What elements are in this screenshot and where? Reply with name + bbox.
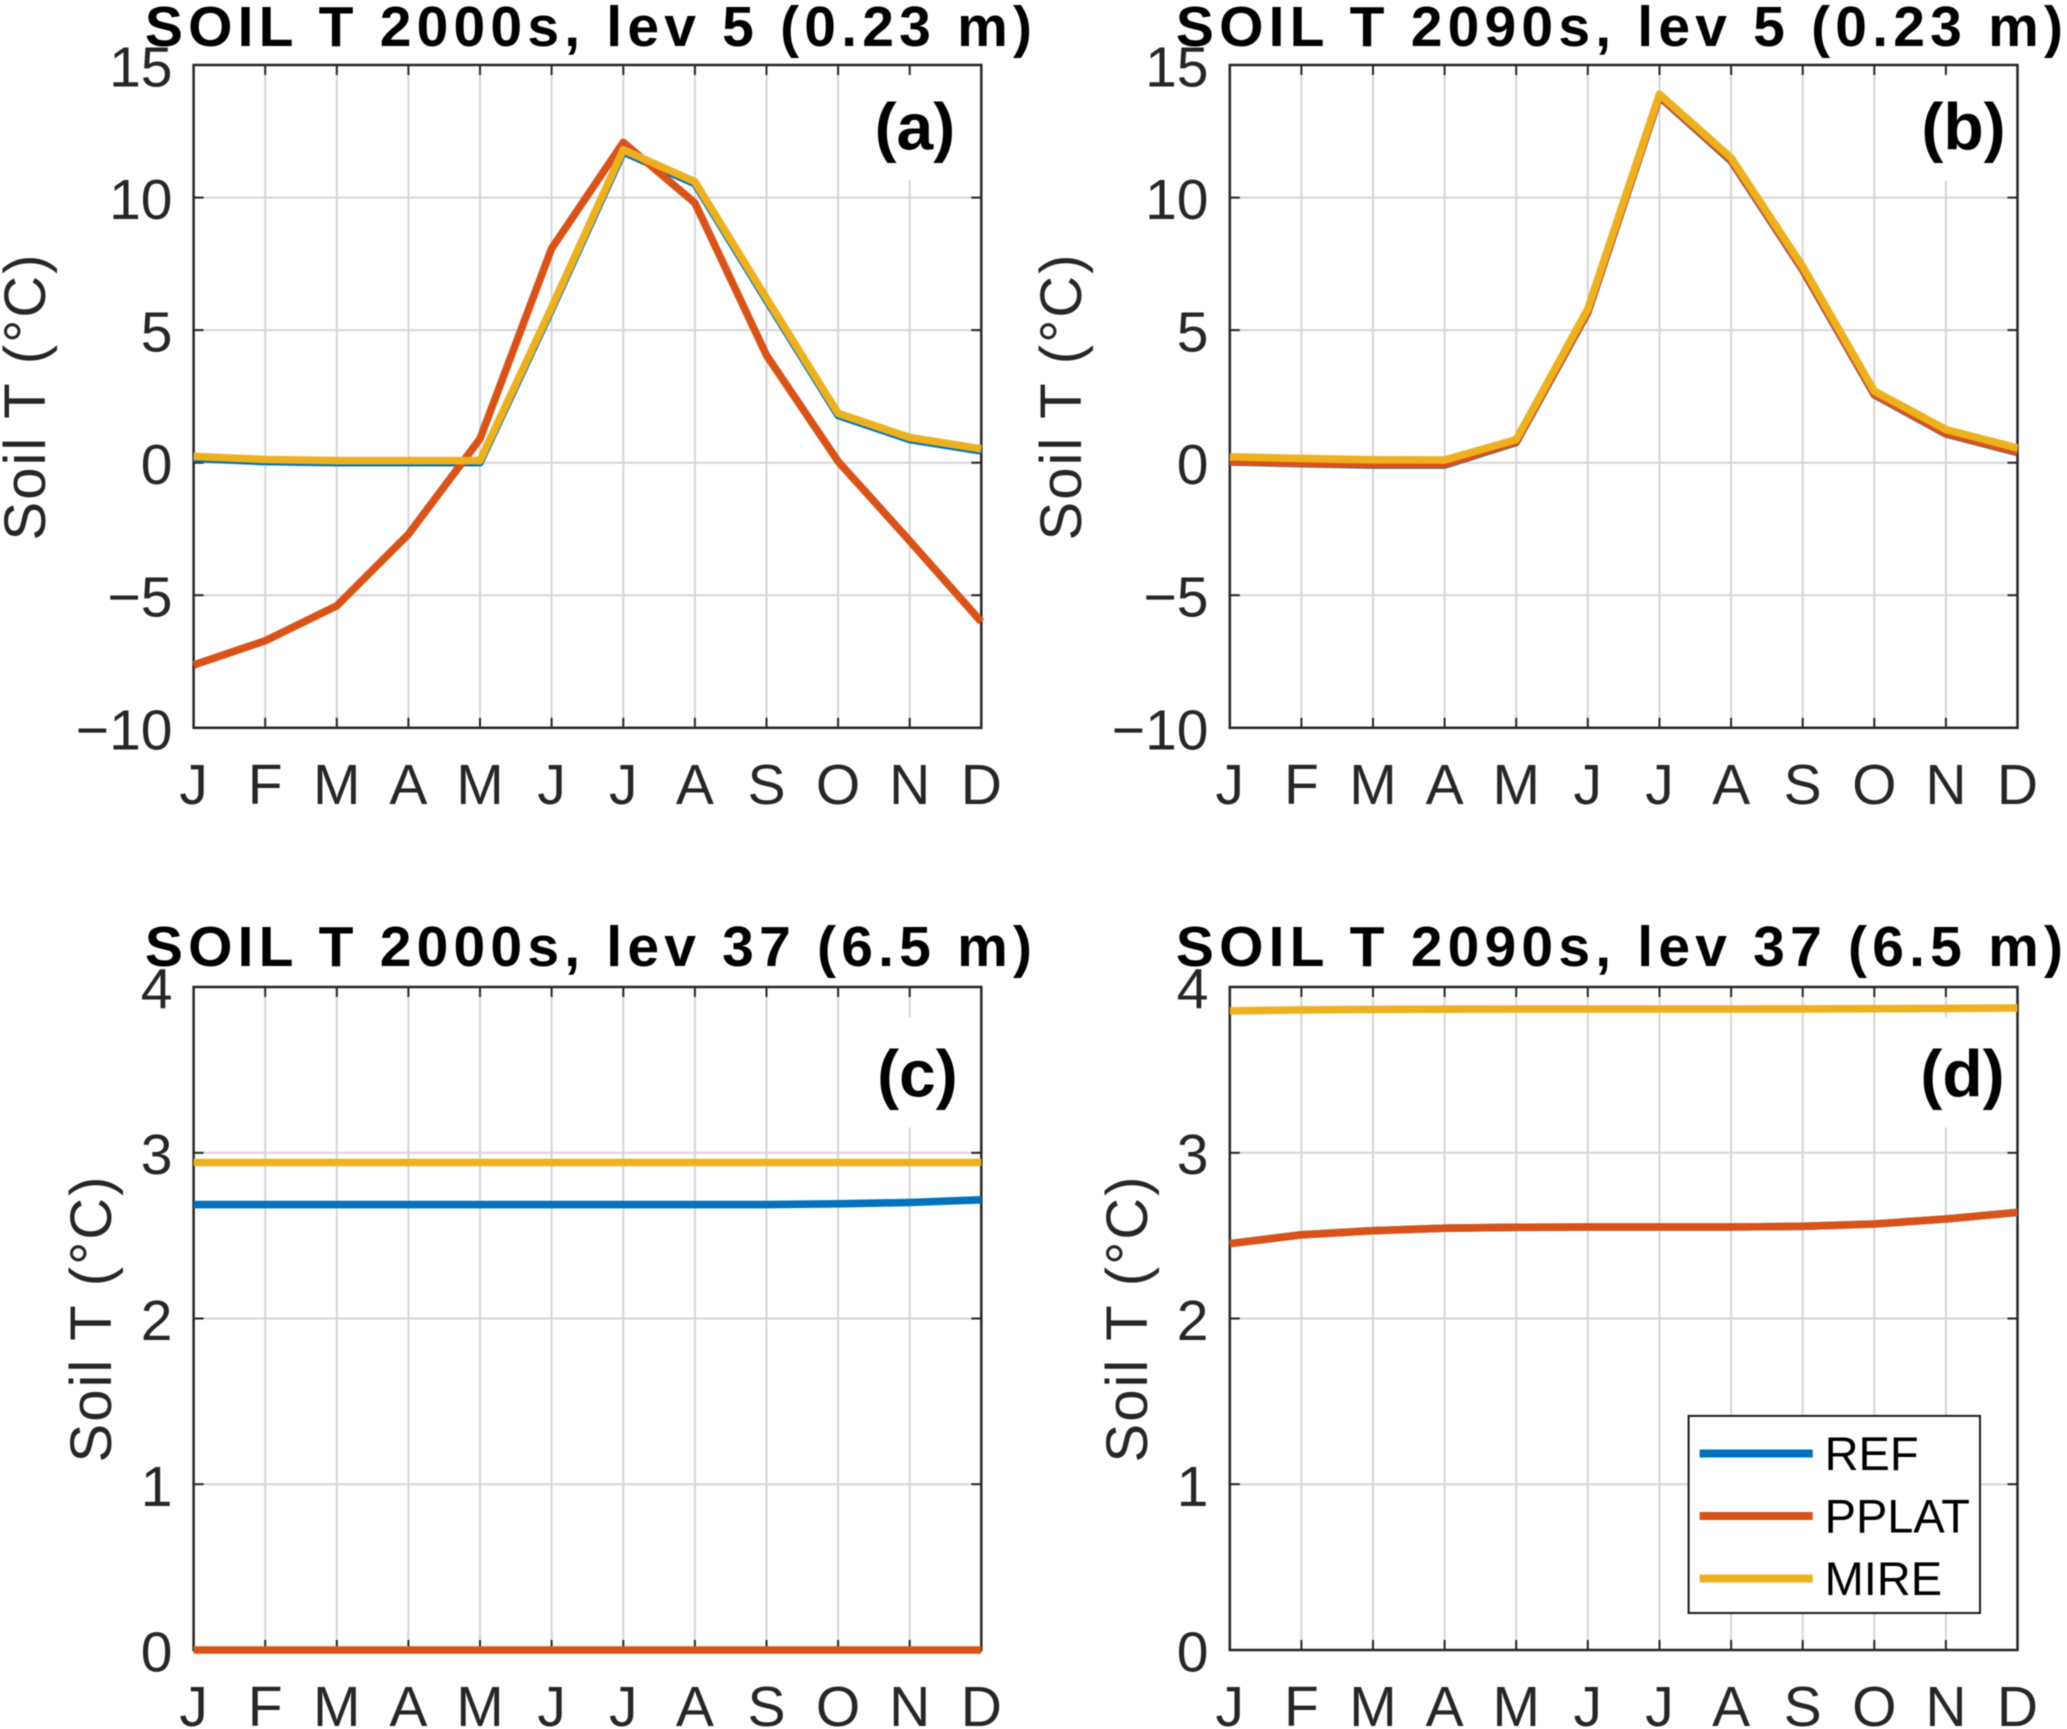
svg-text:10: 10 <box>1145 168 1208 232</box>
svg-text:M: M <box>1492 1675 1539 1729</box>
svg-text:J: J <box>179 1675 208 1729</box>
svg-text:Soil T (°C): Soil T (°C) <box>59 1175 124 1463</box>
svg-text:J: J <box>1216 1675 1245 1729</box>
svg-text:D: D <box>961 1675 1002 1729</box>
svg-text:J: J <box>1574 1675 1603 1729</box>
svg-text:Soil T (°C): Soil T (°C) <box>1095 1175 1160 1463</box>
svg-text:A: A <box>1426 1675 1464 1729</box>
svg-text:F: F <box>248 753 283 817</box>
svg-text:S: S <box>747 753 785 817</box>
svg-text:J: J <box>537 753 566 817</box>
svg-text:N: N <box>1925 753 1966 817</box>
svg-text:Soil T (°C): Soil T (°C) <box>0 253 58 541</box>
svg-text:0: 0 <box>141 433 173 497</box>
svg-text:M: M <box>1349 1675 1396 1729</box>
svg-text:J: J <box>1645 1675 1674 1729</box>
svg-text:SOIL T 2000s, lev 37 (6.5 m): SOIL T 2000s, lev 37 (6.5 m) <box>145 915 1037 979</box>
svg-text:S: S <box>747 1675 785 1729</box>
svg-text:M: M <box>1349 753 1396 817</box>
svg-text:J: J <box>1645 753 1674 817</box>
svg-text:J: J <box>1216 753 1245 817</box>
svg-text:−10: −10 <box>1112 698 1209 762</box>
svg-text:(d): (d) <box>1920 1037 2004 1111</box>
svg-text:0: 0 <box>1177 433 1209 497</box>
svg-text:M: M <box>456 753 503 817</box>
svg-text:5: 5 <box>1177 301 1209 365</box>
svg-text:MIRE: MIRE <box>1825 1552 1943 1605</box>
svg-text:A: A <box>676 1675 714 1729</box>
svg-text:SOIL T 2000s, lev 5 (0.23 m): SOIL T 2000s, lev 5 (0.23 m) <box>145 0 1037 59</box>
svg-text:A: A <box>1712 1675 1750 1729</box>
svg-text:15: 15 <box>109 36 172 100</box>
svg-text:(b): (b) <box>1921 90 2005 164</box>
svg-text:D: D <box>1997 753 2038 817</box>
svg-text:A: A <box>1712 753 1750 817</box>
svg-text:(a): (a) <box>875 90 956 164</box>
svg-text:M: M <box>313 1675 360 1729</box>
svg-text:J: J <box>609 1675 638 1729</box>
svg-text:F: F <box>1284 753 1319 817</box>
svg-text:15: 15 <box>1145 36 1208 100</box>
svg-text:4: 4 <box>141 958 173 1022</box>
svg-text:3: 3 <box>141 1123 173 1187</box>
svg-text:O: O <box>1852 753 1896 817</box>
svg-text:M: M <box>1492 753 1539 817</box>
svg-text:J: J <box>1574 753 1603 817</box>
svg-text:D: D <box>1997 1675 2038 1729</box>
svg-text:−5: −5 <box>108 566 173 630</box>
svg-text:A: A <box>1426 753 1464 817</box>
svg-text:A: A <box>676 753 714 817</box>
svg-text:3: 3 <box>1177 1123 1209 1187</box>
svg-text:O: O <box>816 753 860 817</box>
svg-text:SOIL T 2090s, lev 37 (6.5 m): SOIL T 2090s, lev 37 (6.5 m) <box>1176 915 2067 979</box>
svg-text:M: M <box>313 753 360 817</box>
svg-text:Soil T (°C): Soil T (°C) <box>1029 253 1094 541</box>
svg-text:D: D <box>961 753 1002 817</box>
svg-text:N: N <box>889 1675 930 1729</box>
svg-text:M: M <box>456 1675 503 1729</box>
svg-text:F: F <box>1284 1675 1319 1729</box>
svg-text:PPLAT: PPLAT <box>1825 1490 1970 1543</box>
svg-text:S: S <box>1784 753 1822 817</box>
svg-text:4: 4 <box>1177 958 1209 1022</box>
svg-text:1: 1 <box>1177 1455 1209 1519</box>
svg-text:S: S <box>1784 1675 1822 1729</box>
svg-text:A: A <box>389 1675 427 1729</box>
svg-text:1: 1 <box>141 1455 173 1519</box>
svg-text:5: 5 <box>141 301 173 365</box>
svg-text:−5: −5 <box>1144 566 1209 630</box>
svg-text:J: J <box>609 753 638 817</box>
svg-text:J: J <box>179 753 208 817</box>
svg-text:F: F <box>248 1675 283 1729</box>
svg-text:J: J <box>537 1675 566 1729</box>
svg-text:2: 2 <box>141 1289 173 1353</box>
svg-text:N: N <box>1925 1675 1966 1729</box>
svg-text:SOIL T 2090s, lev 5 (0.23 m): SOIL T 2090s, lev 5 (0.23 m) <box>1176 0 2067 59</box>
svg-text:0: 0 <box>141 1621 173 1685</box>
svg-text:A: A <box>389 753 427 817</box>
svg-text:O: O <box>1852 1675 1896 1729</box>
svg-text:10: 10 <box>109 168 172 232</box>
svg-text:2: 2 <box>1177 1289 1209 1353</box>
svg-text:O: O <box>816 1675 860 1729</box>
svg-text:0: 0 <box>1177 1621 1209 1685</box>
svg-text:REF: REF <box>1825 1427 1919 1480</box>
svg-text:N: N <box>889 753 930 817</box>
svg-text:−10: −10 <box>76 698 173 762</box>
svg-text:(c): (c) <box>877 1037 958 1111</box>
